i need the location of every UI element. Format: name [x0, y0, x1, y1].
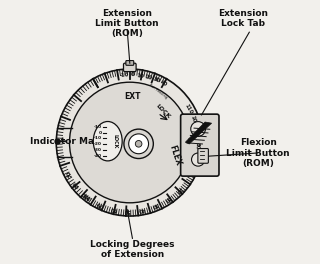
Text: 20: 20 — [163, 195, 172, 203]
Text: 50: 50 — [81, 189, 90, 198]
Text: 60: 60 — [109, 205, 118, 211]
Text: 60: 60 — [72, 180, 81, 188]
Text: 20: 20 — [144, 74, 153, 81]
Text: 0: 0 — [99, 130, 102, 135]
Text: EXT: EXT — [124, 92, 141, 101]
Circle shape — [124, 129, 153, 158]
Ellipse shape — [93, 121, 122, 161]
FancyBboxPatch shape — [124, 63, 136, 72]
Text: 80: 80 — [195, 142, 200, 150]
Circle shape — [191, 122, 205, 136]
Text: 30: 30 — [151, 201, 159, 209]
Text: 100: 100 — [190, 115, 198, 126]
Text: LOCK: LOCK — [113, 134, 117, 148]
Text: 90: 90 — [194, 129, 200, 137]
Text: 110: 110 — [183, 103, 193, 115]
Circle shape — [192, 153, 205, 166]
Text: -40: -40 — [94, 154, 102, 158]
Text: 40: 40 — [138, 206, 146, 212]
Text: 10: 10 — [174, 185, 183, 194]
Text: 80: 80 — [84, 192, 92, 200]
Text: 50: 50 — [124, 208, 131, 213]
Text: 70: 70 — [96, 200, 105, 207]
Text: Indicator Mark: Indicator Mark — [30, 137, 105, 146]
Text: 70: 70 — [66, 169, 73, 178]
Text: -10: -10 — [119, 72, 129, 78]
Text: Pat. Pending: Pat. Pending — [148, 83, 168, 99]
Text: 40: 40 — [159, 80, 168, 88]
Text: -30: -30 — [94, 148, 102, 152]
Circle shape — [129, 134, 148, 154]
Text: 30: 30 — [152, 77, 161, 84]
Text: -10: -10 — [94, 136, 102, 140]
Circle shape — [69, 82, 190, 203]
Text: LOCK: LOCK — [155, 103, 171, 120]
FancyBboxPatch shape — [198, 149, 208, 163]
Text: Flexion
Limit Button
(ROM): Flexion Limit Button (ROM) — [226, 138, 290, 168]
Text: -20: -20 — [94, 142, 102, 146]
FancyBboxPatch shape — [181, 114, 219, 176]
Text: 10: 10 — [136, 73, 144, 79]
Text: Locking Degrees
of Extension: Locking Degrees of Extension — [90, 240, 175, 259]
Text: -10: -10 — [94, 125, 102, 129]
Text: Extension
Limit Button
(ROM): Extension Limit Button (ROM) — [95, 8, 159, 38]
Text: 70: 70 — [192, 155, 199, 163]
Circle shape — [56, 69, 203, 216]
Text: 0: 0 — [130, 72, 134, 77]
FancyBboxPatch shape — [126, 60, 134, 65]
Circle shape — [135, 140, 142, 147]
Text: Extension
Lock Tab: Extension Lock Tab — [218, 8, 268, 28]
Polygon shape — [185, 122, 212, 144]
Text: FLEX: FLEX — [168, 144, 183, 167]
